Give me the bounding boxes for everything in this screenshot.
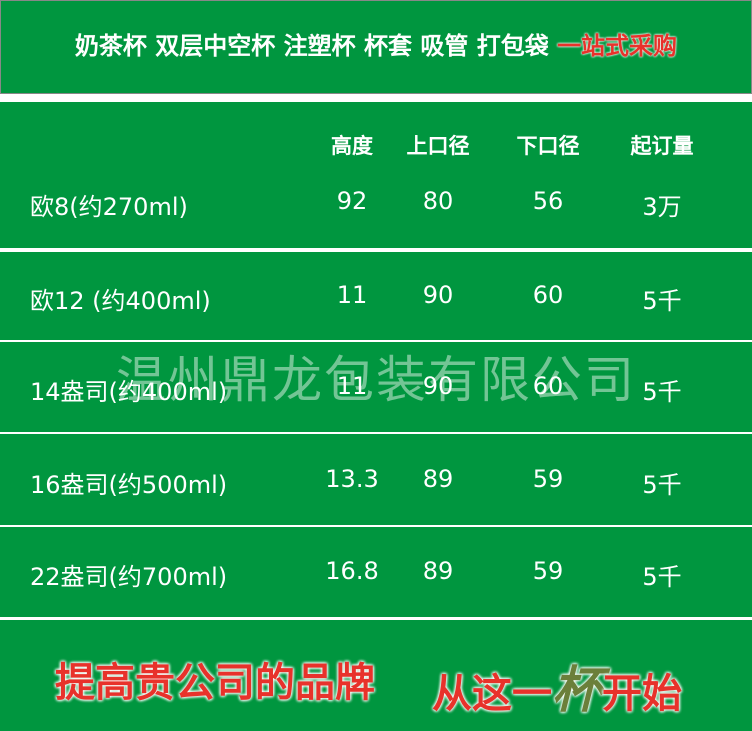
- cell-height: 92: [336, 187, 368, 215]
- table-row: 16盎司(约500ml) 13.3 89 59 5千: [0, 434, 752, 525]
- cell-top: 89: [422, 557, 454, 585]
- slogan-1: 提高贵公司的品牌: [55, 660, 375, 706]
- slogan-cup: 杯: [552, 660, 602, 719]
- table-row: 22盎司(约700ml) 16.8 89 59 5千: [0, 527, 752, 617]
- cell-bottom: 60: [532, 372, 564, 400]
- table-row: 欧12 (约400ml) 11 90 60 5千: [0, 252, 752, 340]
- cell-height: 13.3: [325, 464, 379, 493]
- cell-top: 89: [422, 464, 454, 493]
- column-header: 高度: [331, 134, 373, 158]
- column-header: 下口径: [516, 134, 580, 158]
- banner-highlight: 一站式采购: [557, 32, 678, 60]
- cell-moq: 3万: [642, 193, 682, 221]
- column-header: 上口径: [406, 134, 470, 158]
- banner-products: 奶茶杯 双层中空杯 注塑杯 杯套 吸管 打包袋: [74, 32, 549, 60]
- cell-moq: 5千: [642, 470, 682, 499]
- table-row: 14盎司(约400ml) 11 90 60 5千: [0, 342, 752, 432]
- cell-top: 80: [422, 187, 454, 215]
- cell-bottom: 56: [532, 187, 564, 215]
- cell-top: 90: [422, 372, 454, 400]
- cell-moq: 5千: [642, 563, 682, 591]
- footer-banner: 提高贵公司的品牌 从这一杯开始: [0, 620, 752, 731]
- cell-height: 11: [336, 281, 368, 309]
- banner-text: 奶茶杯 双层中空杯 注塑杯 杯套 吸管 打包袋 一站式采购: [1, 29, 751, 63]
- product-name: 22盎司(约700ml): [30, 563, 228, 591]
- cell-bottom: 60: [532, 281, 564, 309]
- cell-top: 90: [422, 281, 454, 309]
- cell-moq: 5千: [642, 287, 682, 315]
- slogan-2c: 开始: [602, 671, 682, 717]
- cell-bottom: 59: [532, 464, 564, 493]
- cell-bottom: 59: [532, 557, 564, 585]
- product-name: 14盎司(约400ml): [30, 378, 228, 406]
- table-row: 高度 上口径 下口径 起订量欧8(约270ml) 92 80 56 3万: [0, 102, 752, 248]
- slogan-2: 从这一杯开始: [432, 650, 682, 722]
- product-name: 16盎司(约500ml): [30, 470, 228, 499]
- product-name: 欧12 (约400ml): [30, 287, 211, 315]
- cell-height: 11: [336, 372, 368, 400]
- column-header: 起订量: [630, 134, 694, 158]
- slogan-2a: 从这一: [432, 671, 552, 717]
- cell-height: 16.8: [325, 557, 379, 585]
- cell-moq: 5千: [642, 378, 682, 406]
- product-name: 欧8(约270ml): [30, 193, 188, 221]
- top-banner: 奶茶杯 双层中空杯 注塑杯 杯套 吸管 打包袋 一站式采购: [0, 0, 752, 94]
